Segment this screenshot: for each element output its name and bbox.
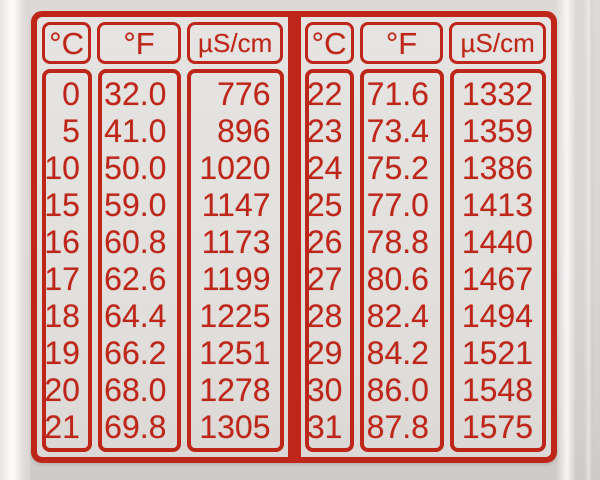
table-cell-celsius: 28 [306,297,343,334]
table-cell-celsius: 29 [306,334,343,371]
table-cell-conductivity: 1386 [461,150,533,187]
table-cell-conductivity: 1225 [199,297,271,334]
table-cell-conductivity: 1359 [461,113,533,150]
table-cell-conductivity: 1147 [201,187,271,224]
table-cell-celsius: 18 [44,297,80,334]
table-cell-fahrenheit: 84.2 [366,334,429,371]
table-cell-celsius: 24 [306,150,343,187]
table-cell-celsius: 20 [44,371,80,408]
table-cell-fahrenheit: 87.8 [366,408,429,445]
table-cell-celsius: 25 [306,187,343,224]
table-cell-conductivity: 1575 [461,408,533,445]
table-cell-conductivity: 1173 [201,224,271,261]
table-cell-conductivity: 776 [217,76,271,113]
table-cell-conductivity: 1305 [199,408,271,445]
conversion-label: °C °F µS/cm 0 5 10 15 16 17 18 19 20 21 32.0 41.0 50.0… [31,11,557,463]
plastic-crease [556,0,576,480]
table-cell-conductivity: 1199 [201,260,271,297]
table-cell-conductivity: 1251 [199,334,271,371]
table-cell-celsius: 23 [306,113,343,150]
table-cell-fahrenheit: 71.6 [366,76,429,113]
table-cell-conductivity: 896 [217,113,271,150]
table-cell-celsius: 16 [44,224,80,261]
table-cell-fahrenheit: 62.6 [104,260,167,297]
table-cell-fahrenheit: 82.4 [366,297,429,334]
column-celsius: 0 5 10 15 16 17 18 19 20 21 [42,69,92,452]
table-cell-fahrenheit: 60.8 [104,224,167,261]
table-cell-conductivity: 1521 [461,334,533,371]
table-cell-fahrenheit: 73.4 [366,113,429,150]
conversion-table-left: °C °F µS/cm 0 5 10 15 16 17 18 19 20 21 32.0 41.0 50.0… [42,22,288,452]
table-cell-fahrenheit: 32.0 [104,76,167,113]
table-cell-celsius: 26 [306,224,343,261]
table-cell-celsius: 31 [306,408,343,445]
table-cell-celsius: 22 [306,76,343,113]
plastic-crease [584,0,594,480]
table-cell-fahrenheit: 86.0 [366,371,429,408]
table-cell-fahrenheit: 41.0 [104,113,167,150]
table-cell-celsius: 17 [44,260,80,297]
table-cell-fahrenheit: 78.8 [366,224,429,261]
column-header-celsius: °C [304,22,354,64]
column-header-conductivity: µS/cm [449,22,546,64]
table-cell-celsius: 5 [62,113,80,150]
table-cell-conductivity: 1440 [461,224,533,261]
column-conductivity: 776 896 1020 1147 1173 1199 1225 1251 1278 1305 [187,69,284,452]
column-celsius: 22 23 24 25 26 27 28 29 30 31 [304,69,355,452]
column-header-fahrenheit: °F [97,22,181,64]
column-header-celsius: °C [42,22,92,64]
table-cell-celsius: 30 [306,371,343,408]
conversion-table-right: °C °F µS/cm 22 23 24 25 26 27 28 29 30 31 71.6 73.4 75… [301,22,547,452]
column-header-conductivity: µS/cm [186,22,284,64]
table-cell-celsius: 19 [44,334,80,371]
table-cell-conductivity: 1020 [199,150,271,187]
data-row: 0 5 10 15 16 17 18 19 20 21 32.0 41.0 50.0 59.0 60.8 62… [42,69,284,452]
table-cell-conductivity: 1278 [199,371,271,408]
table-cell-conductivity: 1413 [461,187,533,224]
table-cell-fahrenheit: 69.8 [104,408,167,445]
column-fahrenheit: 71.6 73.4 75.2 77.0 78.8 80.6 82.4 84.2 86.0 87.8 [360,69,444,452]
data-row: 22 23 24 25 26 27 28 29 30 31 71.6 73.4 75.2 77.0 78.8… [304,69,546,452]
column-conductivity: 1332 1359 1386 1413 1440 1467 1494 1521 1548 1575 [449,69,546,452]
table-cell-celsius: 15 [44,187,80,224]
table-cell-fahrenheit: 64.4 [104,297,167,334]
table-cell-celsius: 21 [44,408,80,445]
table-divider [287,17,301,457]
table-cell-celsius: 10 [44,150,80,187]
table-cell-fahrenheit: 59.0 [104,187,167,224]
table-cell-fahrenheit: 68.0 [104,371,167,408]
table-cell-conductivity: 1494 [461,297,533,334]
header-row: °C °F µS/cm [304,22,547,64]
table-cell-conductivity: 1332 [461,76,533,113]
table-cell-fahrenheit: 50.0 [104,150,167,187]
table-cell-celsius: 27 [306,260,343,297]
table-cell-fahrenheit: 66.2 [104,334,167,371]
table-cell-fahrenheit: 75.2 [366,150,429,187]
table-cell-fahrenheit: 80.6 [366,260,429,297]
table-cell-celsius: 0 [62,76,80,113]
table-cell-conductivity: 1467 [461,260,533,297]
table-cell-conductivity: 1548 [461,371,533,408]
column-fahrenheit: 32.0 41.0 50.0 59.0 60.8 62.6 64.4 66.2 68.0 69.8 [97,69,182,452]
plastic-edge-highlight [0,0,30,480]
column-header-fahrenheit: °F [359,22,444,64]
header-row: °C °F µS/cm [42,22,284,64]
table-cell-fahrenheit: 77.0 [366,187,429,224]
